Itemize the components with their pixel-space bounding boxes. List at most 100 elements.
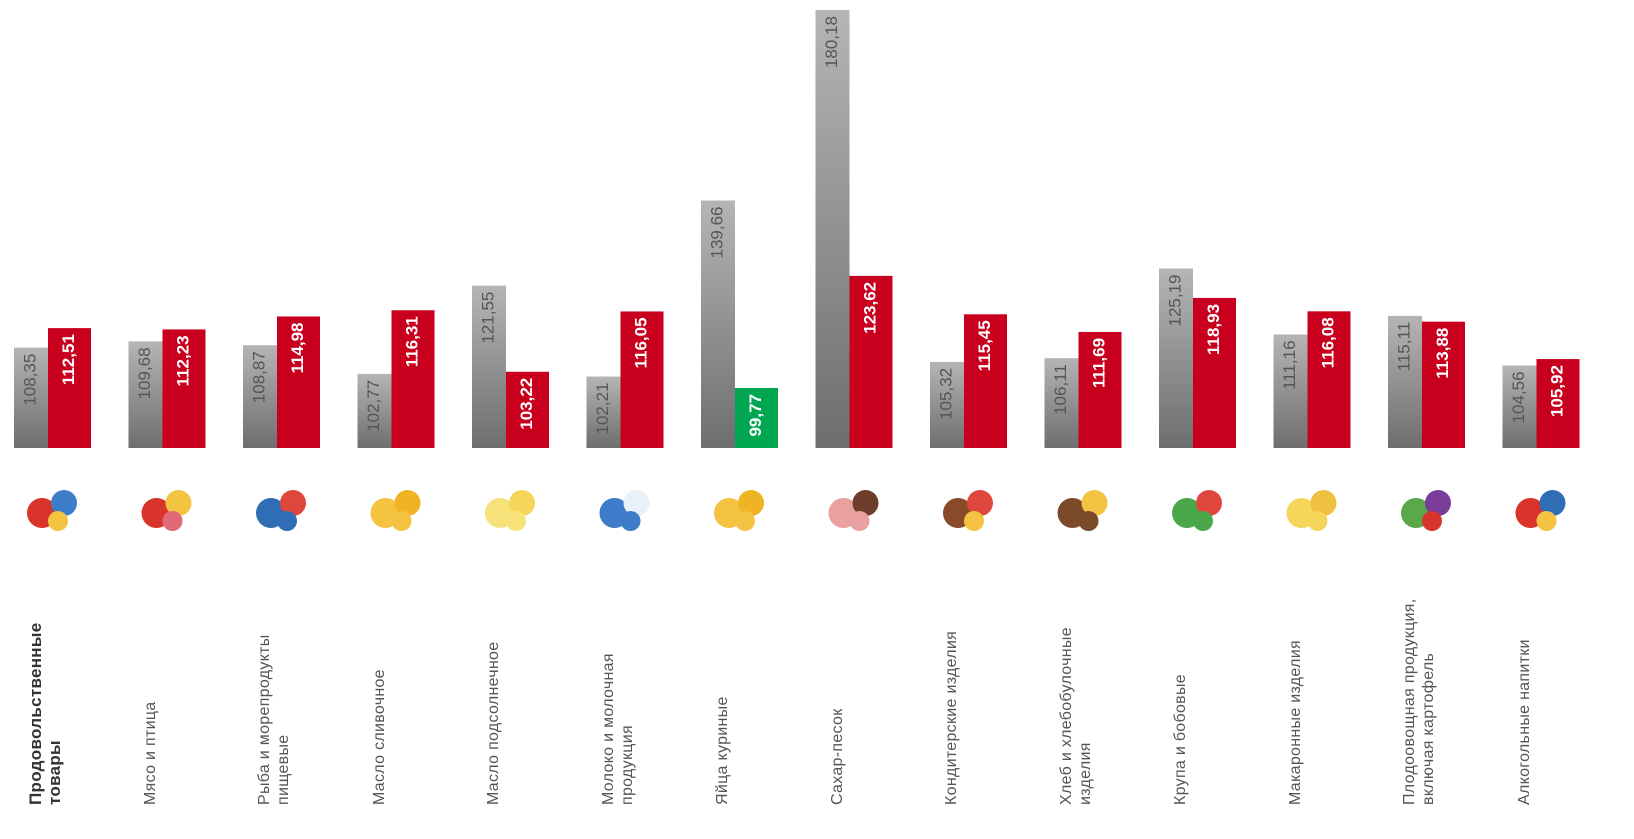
value-label: 139,66 — [707, 206, 726, 258]
icon — [599, 490, 650, 531]
value-label: 116,05 — [631, 317, 650, 368]
icon-part — [51, 490, 77, 516]
bar — [1388, 315, 1422, 448]
value-label: 121,55 — [478, 292, 497, 344]
category-label: Крупа и бобовые — [1172, 674, 1189, 805]
bar — [506, 371, 549, 448]
value-label: 125,19 — [1165, 275, 1184, 327]
category-label: Сахар-песок — [828, 708, 846, 805]
icon — [943, 490, 993, 531]
value-label: 102,77 — [364, 380, 383, 432]
value-label: 106,11 — [1051, 364, 1070, 415]
bar — [701, 200, 735, 448]
bar — [243, 345, 277, 448]
bar — [1044, 358, 1079, 448]
value-label: 105,92 — [1547, 365, 1566, 417]
icon-part — [852, 490, 879, 516]
bar — [277, 316, 320, 448]
icon-part — [964, 511, 984, 531]
value-label: 113,88 — [1433, 328, 1452, 379]
bar — [472, 285, 506, 448]
icon-part — [1193, 511, 1213, 531]
icon-part — [967, 490, 993, 516]
bar — [849, 275, 893, 448]
bar — [14, 347, 48, 448]
icon — [1172, 490, 1222, 531]
icon-part — [277, 511, 297, 531]
icon — [256, 490, 306, 531]
value-label: 108,35 — [20, 354, 39, 406]
value-label: 112,23 — [173, 335, 192, 386]
icon-part — [394, 490, 421, 516]
icon-part — [1310, 490, 1337, 516]
value-label: 109,68 — [135, 347, 154, 399]
icon — [370, 490, 421, 531]
icon-part — [1078, 511, 1099, 531]
bar — [1422, 321, 1465, 448]
category-label: Мясо и птица — [141, 701, 159, 806]
icon-part — [1422, 511, 1442, 531]
icon — [1286, 490, 1337, 531]
icon-part — [849, 511, 870, 531]
value-label: 99,77 — [746, 394, 765, 437]
icon-part — [280, 490, 306, 516]
value-label: 102,21 — [593, 383, 612, 435]
icon-part — [1307, 511, 1328, 531]
bar — [357, 373, 392, 448]
icon-part — [1539, 490, 1566, 516]
bar — [735, 387, 778, 448]
value-label: 180,18 — [822, 16, 841, 68]
value-label: 123,62 — [860, 282, 879, 334]
icon — [714, 490, 764, 531]
value-label: 118,93 — [1204, 304, 1223, 355]
icon — [485, 490, 535, 531]
value-label: 111,16 — [1280, 340, 1299, 389]
value-label: 103,22 — [517, 378, 536, 430]
value-label: 108,87 — [249, 351, 268, 403]
bar — [964, 314, 1007, 448]
icon-part — [623, 490, 650, 516]
bar — [1078, 331, 1122, 448]
icon — [141, 490, 192, 531]
value-label: 115,45 — [975, 320, 994, 371]
icon-part — [620, 511, 641, 531]
value-label: 104,56 — [1509, 371, 1528, 423]
bar — [1273, 334, 1308, 448]
bar — [1502, 365, 1537, 448]
icon-part — [506, 511, 526, 531]
category-label: Хлеб и хлебобулочные изделия — [1057, 627, 1094, 805]
icon-part — [1425, 490, 1451, 516]
icon — [828, 490, 879, 531]
icon-part — [509, 490, 535, 516]
icon-part — [738, 490, 764, 516]
value-label: 116,08 — [1318, 317, 1337, 368]
category-label: Плодоовощная продукция, включая картофел… — [1401, 598, 1437, 805]
category-label: Алкогольные напитки — [1515, 639, 1533, 805]
category-label: Масло сливочное — [370, 669, 388, 805]
bar — [162, 329, 206, 448]
value-label: 105,32 — [936, 368, 955, 420]
category-label: Продовольственные товары — [26, 622, 64, 805]
bar — [128, 341, 163, 448]
category-label: Рыба и морепродукты пищевые — [256, 634, 292, 805]
value-label: 115,11 — [1394, 322, 1413, 371]
bar — [1307, 311, 1351, 448]
icon-part — [1196, 490, 1222, 516]
bar — [586, 376, 621, 448]
icon-part — [1081, 490, 1108, 516]
category-label: Молоко и молочная продукция — [599, 653, 636, 805]
icon — [1401, 490, 1451, 531]
bar — [815, 10, 850, 449]
bar — [391, 310, 435, 448]
icon — [1057, 490, 1108, 531]
bar — [930, 361, 964, 448]
bar — [1536, 359, 1580, 448]
category-label: Масло подсолнечное — [485, 641, 502, 805]
category-label: Кондитерские изделия — [943, 630, 960, 805]
icon-part — [165, 490, 192, 516]
icon-part — [1536, 511, 1557, 531]
icon-part — [391, 511, 412, 531]
category-label: Яйца куриные — [714, 696, 731, 805]
value-label: 112,51 — [59, 334, 78, 385]
